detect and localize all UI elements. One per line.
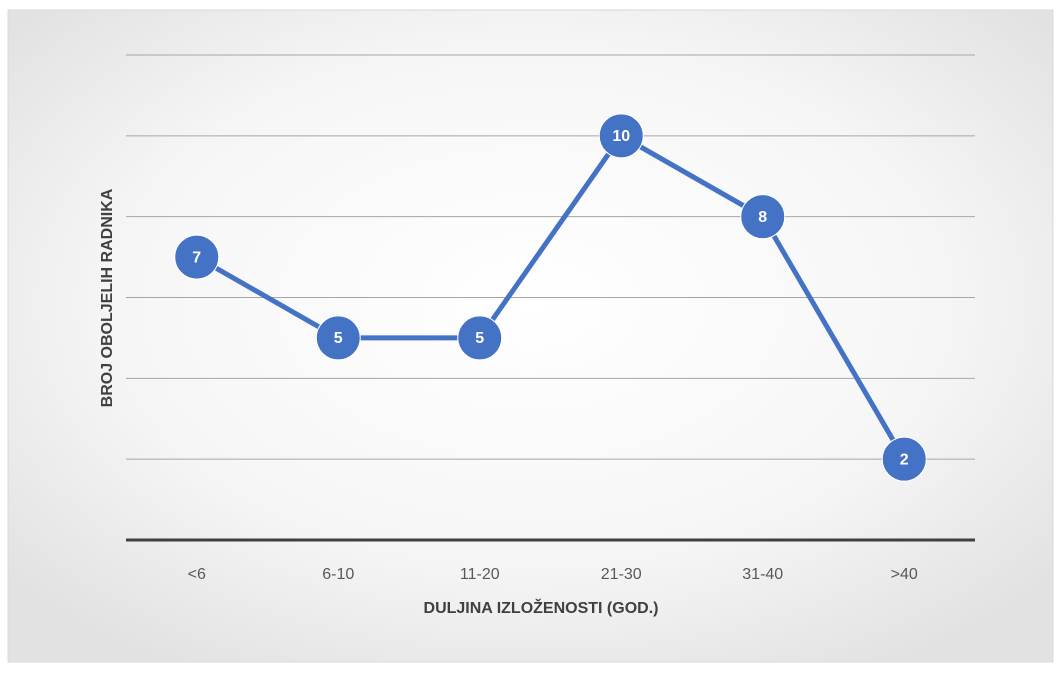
x-tick-label: 21-30 <box>601 566 642 583</box>
data-point <box>598 113 644 159</box>
x-tick-label: >40 <box>891 566 918 583</box>
data-point <box>881 436 927 482</box>
x-tick-label: 6-10 <box>322 566 354 583</box>
data-label: 5 <box>334 330 343 347</box>
series-line <box>195 133 907 461</box>
data-label: 8 <box>758 209 767 226</box>
data-label: 7 <box>192 249 201 266</box>
chart-area <box>7 9 1054 663</box>
data-label: 10 <box>612 128 630 145</box>
x-tick-label: <6 <box>188 566 206 583</box>
x-tick-label: 11-20 <box>460 566 500 583</box>
x-tick-label: 31-40 <box>742 566 783 583</box>
data-point <box>740 194 786 240</box>
data-point <box>315 315 361 361</box>
data-point <box>174 234 220 280</box>
x-axis-title: DULJINA IZLOŽENOSTI (GOD.) <box>424 598 659 617</box>
data-point <box>457 315 503 361</box>
y-axis-title: BROJ OBOLJELIH RADNIKA <box>99 188 116 407</box>
data-label: 2 <box>900 451 909 468</box>
data-label: 5 <box>475 330 484 347</box>
